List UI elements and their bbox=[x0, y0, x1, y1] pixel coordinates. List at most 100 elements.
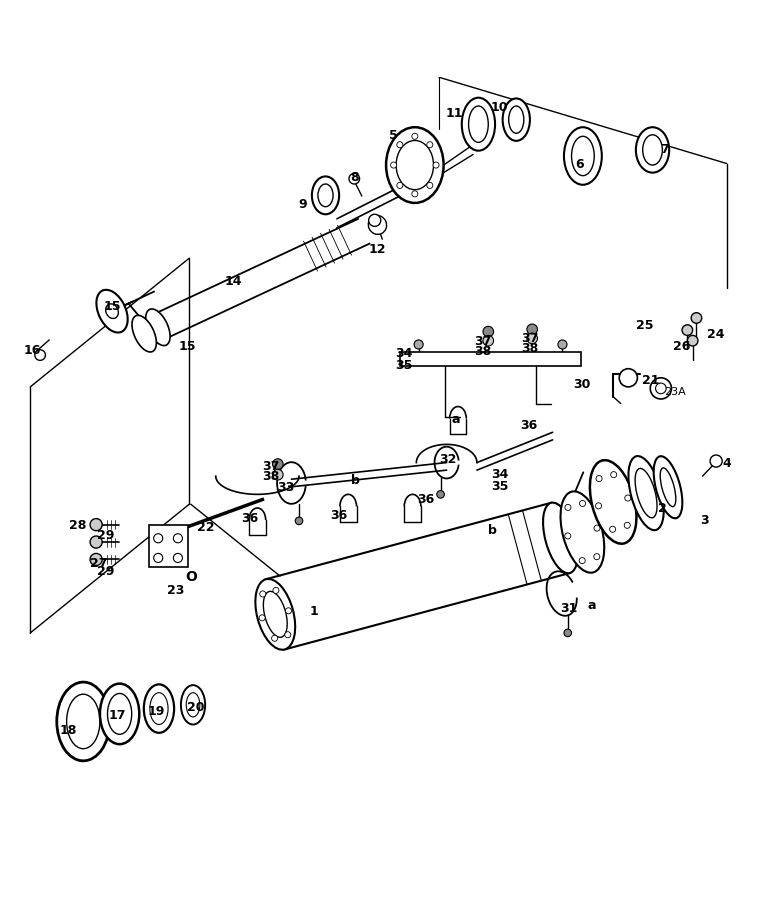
Circle shape bbox=[412, 134, 418, 140]
Circle shape bbox=[259, 615, 265, 621]
Text: 37: 37 bbox=[522, 332, 538, 344]
Circle shape bbox=[619, 369, 637, 387]
Circle shape bbox=[273, 459, 283, 470]
Text: b: b bbox=[488, 523, 497, 536]
Circle shape bbox=[625, 496, 631, 501]
Text: 36: 36 bbox=[417, 493, 434, 506]
Circle shape bbox=[483, 327, 494, 338]
Text: 29: 29 bbox=[98, 528, 114, 541]
Ellipse shape bbox=[654, 456, 682, 518]
Ellipse shape bbox=[509, 107, 524, 134]
Ellipse shape bbox=[636, 128, 669, 173]
Circle shape bbox=[650, 378, 671, 400]
Text: 36: 36 bbox=[241, 511, 258, 524]
Text: 21: 21 bbox=[642, 374, 660, 386]
Text: 34: 34 bbox=[491, 468, 508, 481]
Circle shape bbox=[90, 554, 102, 566]
Text: 38: 38 bbox=[475, 344, 491, 358]
Text: 24: 24 bbox=[706, 328, 724, 341]
Text: 29: 29 bbox=[98, 564, 114, 577]
Ellipse shape bbox=[560, 492, 604, 573]
Circle shape bbox=[90, 537, 102, 548]
Text: 25: 25 bbox=[636, 319, 654, 332]
Circle shape bbox=[397, 183, 403, 189]
Ellipse shape bbox=[132, 316, 157, 353]
Text: a: a bbox=[451, 413, 460, 425]
Circle shape bbox=[285, 609, 291, 614]
Ellipse shape bbox=[107, 693, 132, 734]
Text: 19: 19 bbox=[148, 704, 165, 718]
Circle shape bbox=[611, 472, 617, 478]
Circle shape bbox=[527, 324, 537, 335]
Circle shape bbox=[527, 333, 537, 344]
Text: 8: 8 bbox=[350, 170, 359, 184]
Text: 36: 36 bbox=[331, 508, 347, 521]
Ellipse shape bbox=[145, 310, 170, 346]
Circle shape bbox=[391, 163, 397, 169]
Text: 32: 32 bbox=[440, 453, 456, 466]
Ellipse shape bbox=[312, 178, 339, 215]
Circle shape bbox=[427, 142, 433, 148]
Text: 22: 22 bbox=[197, 521, 215, 534]
Text: 27: 27 bbox=[89, 557, 107, 569]
Text: a: a bbox=[587, 599, 597, 611]
Ellipse shape bbox=[186, 693, 200, 717]
Text: 26: 26 bbox=[673, 340, 690, 353]
Circle shape bbox=[579, 558, 585, 564]
Circle shape bbox=[596, 476, 602, 482]
Ellipse shape bbox=[469, 107, 488, 143]
Text: 11: 11 bbox=[445, 107, 463, 119]
Text: 6: 6 bbox=[575, 158, 584, 171]
Circle shape bbox=[565, 533, 571, 539]
Circle shape bbox=[369, 215, 381, 227]
Text: 2: 2 bbox=[658, 502, 667, 515]
Circle shape bbox=[565, 505, 571, 511]
Circle shape bbox=[90, 519, 102, 531]
Ellipse shape bbox=[543, 503, 578, 574]
Text: 38: 38 bbox=[522, 342, 538, 354]
Circle shape bbox=[273, 588, 279, 594]
Text: 18: 18 bbox=[60, 722, 76, 736]
Ellipse shape bbox=[255, 579, 295, 650]
Circle shape bbox=[437, 491, 444, 498]
Circle shape bbox=[412, 191, 418, 198]
Ellipse shape bbox=[263, 592, 287, 638]
Circle shape bbox=[656, 384, 666, 394]
Circle shape bbox=[397, 142, 403, 148]
Circle shape bbox=[35, 351, 45, 361]
Circle shape bbox=[154, 534, 163, 543]
Text: 10: 10 bbox=[491, 101, 509, 114]
Circle shape bbox=[349, 174, 360, 185]
Text: 36: 36 bbox=[520, 419, 537, 432]
Circle shape bbox=[483, 336, 494, 346]
Text: 1: 1 bbox=[310, 604, 319, 617]
Ellipse shape bbox=[100, 684, 139, 744]
Circle shape bbox=[285, 632, 291, 638]
Circle shape bbox=[691, 313, 702, 324]
Ellipse shape bbox=[150, 693, 168, 724]
Ellipse shape bbox=[590, 461, 637, 544]
Ellipse shape bbox=[503, 99, 530, 142]
Ellipse shape bbox=[96, 291, 128, 333]
Ellipse shape bbox=[564, 128, 602, 186]
Bar bbox=[149, 526, 188, 568]
Text: 37: 37 bbox=[263, 459, 279, 473]
Circle shape bbox=[427, 183, 433, 189]
Text: 37: 37 bbox=[475, 335, 491, 348]
Circle shape bbox=[173, 534, 182, 543]
Ellipse shape bbox=[462, 98, 495, 151]
Text: 16: 16 bbox=[24, 343, 41, 356]
Text: 33: 33 bbox=[278, 481, 294, 494]
Text: 3: 3 bbox=[699, 513, 709, 527]
Circle shape bbox=[272, 636, 278, 641]
Text: 15: 15 bbox=[103, 300, 121, 312]
Circle shape bbox=[154, 554, 163, 563]
Circle shape bbox=[558, 341, 567, 350]
Bar bbox=[400, 353, 581, 366]
Circle shape bbox=[687, 336, 698, 346]
Circle shape bbox=[173, 554, 182, 563]
Text: 23A: 23A bbox=[665, 386, 686, 396]
Circle shape bbox=[580, 501, 586, 507]
Ellipse shape bbox=[318, 185, 333, 208]
Text: 23: 23 bbox=[167, 584, 184, 597]
